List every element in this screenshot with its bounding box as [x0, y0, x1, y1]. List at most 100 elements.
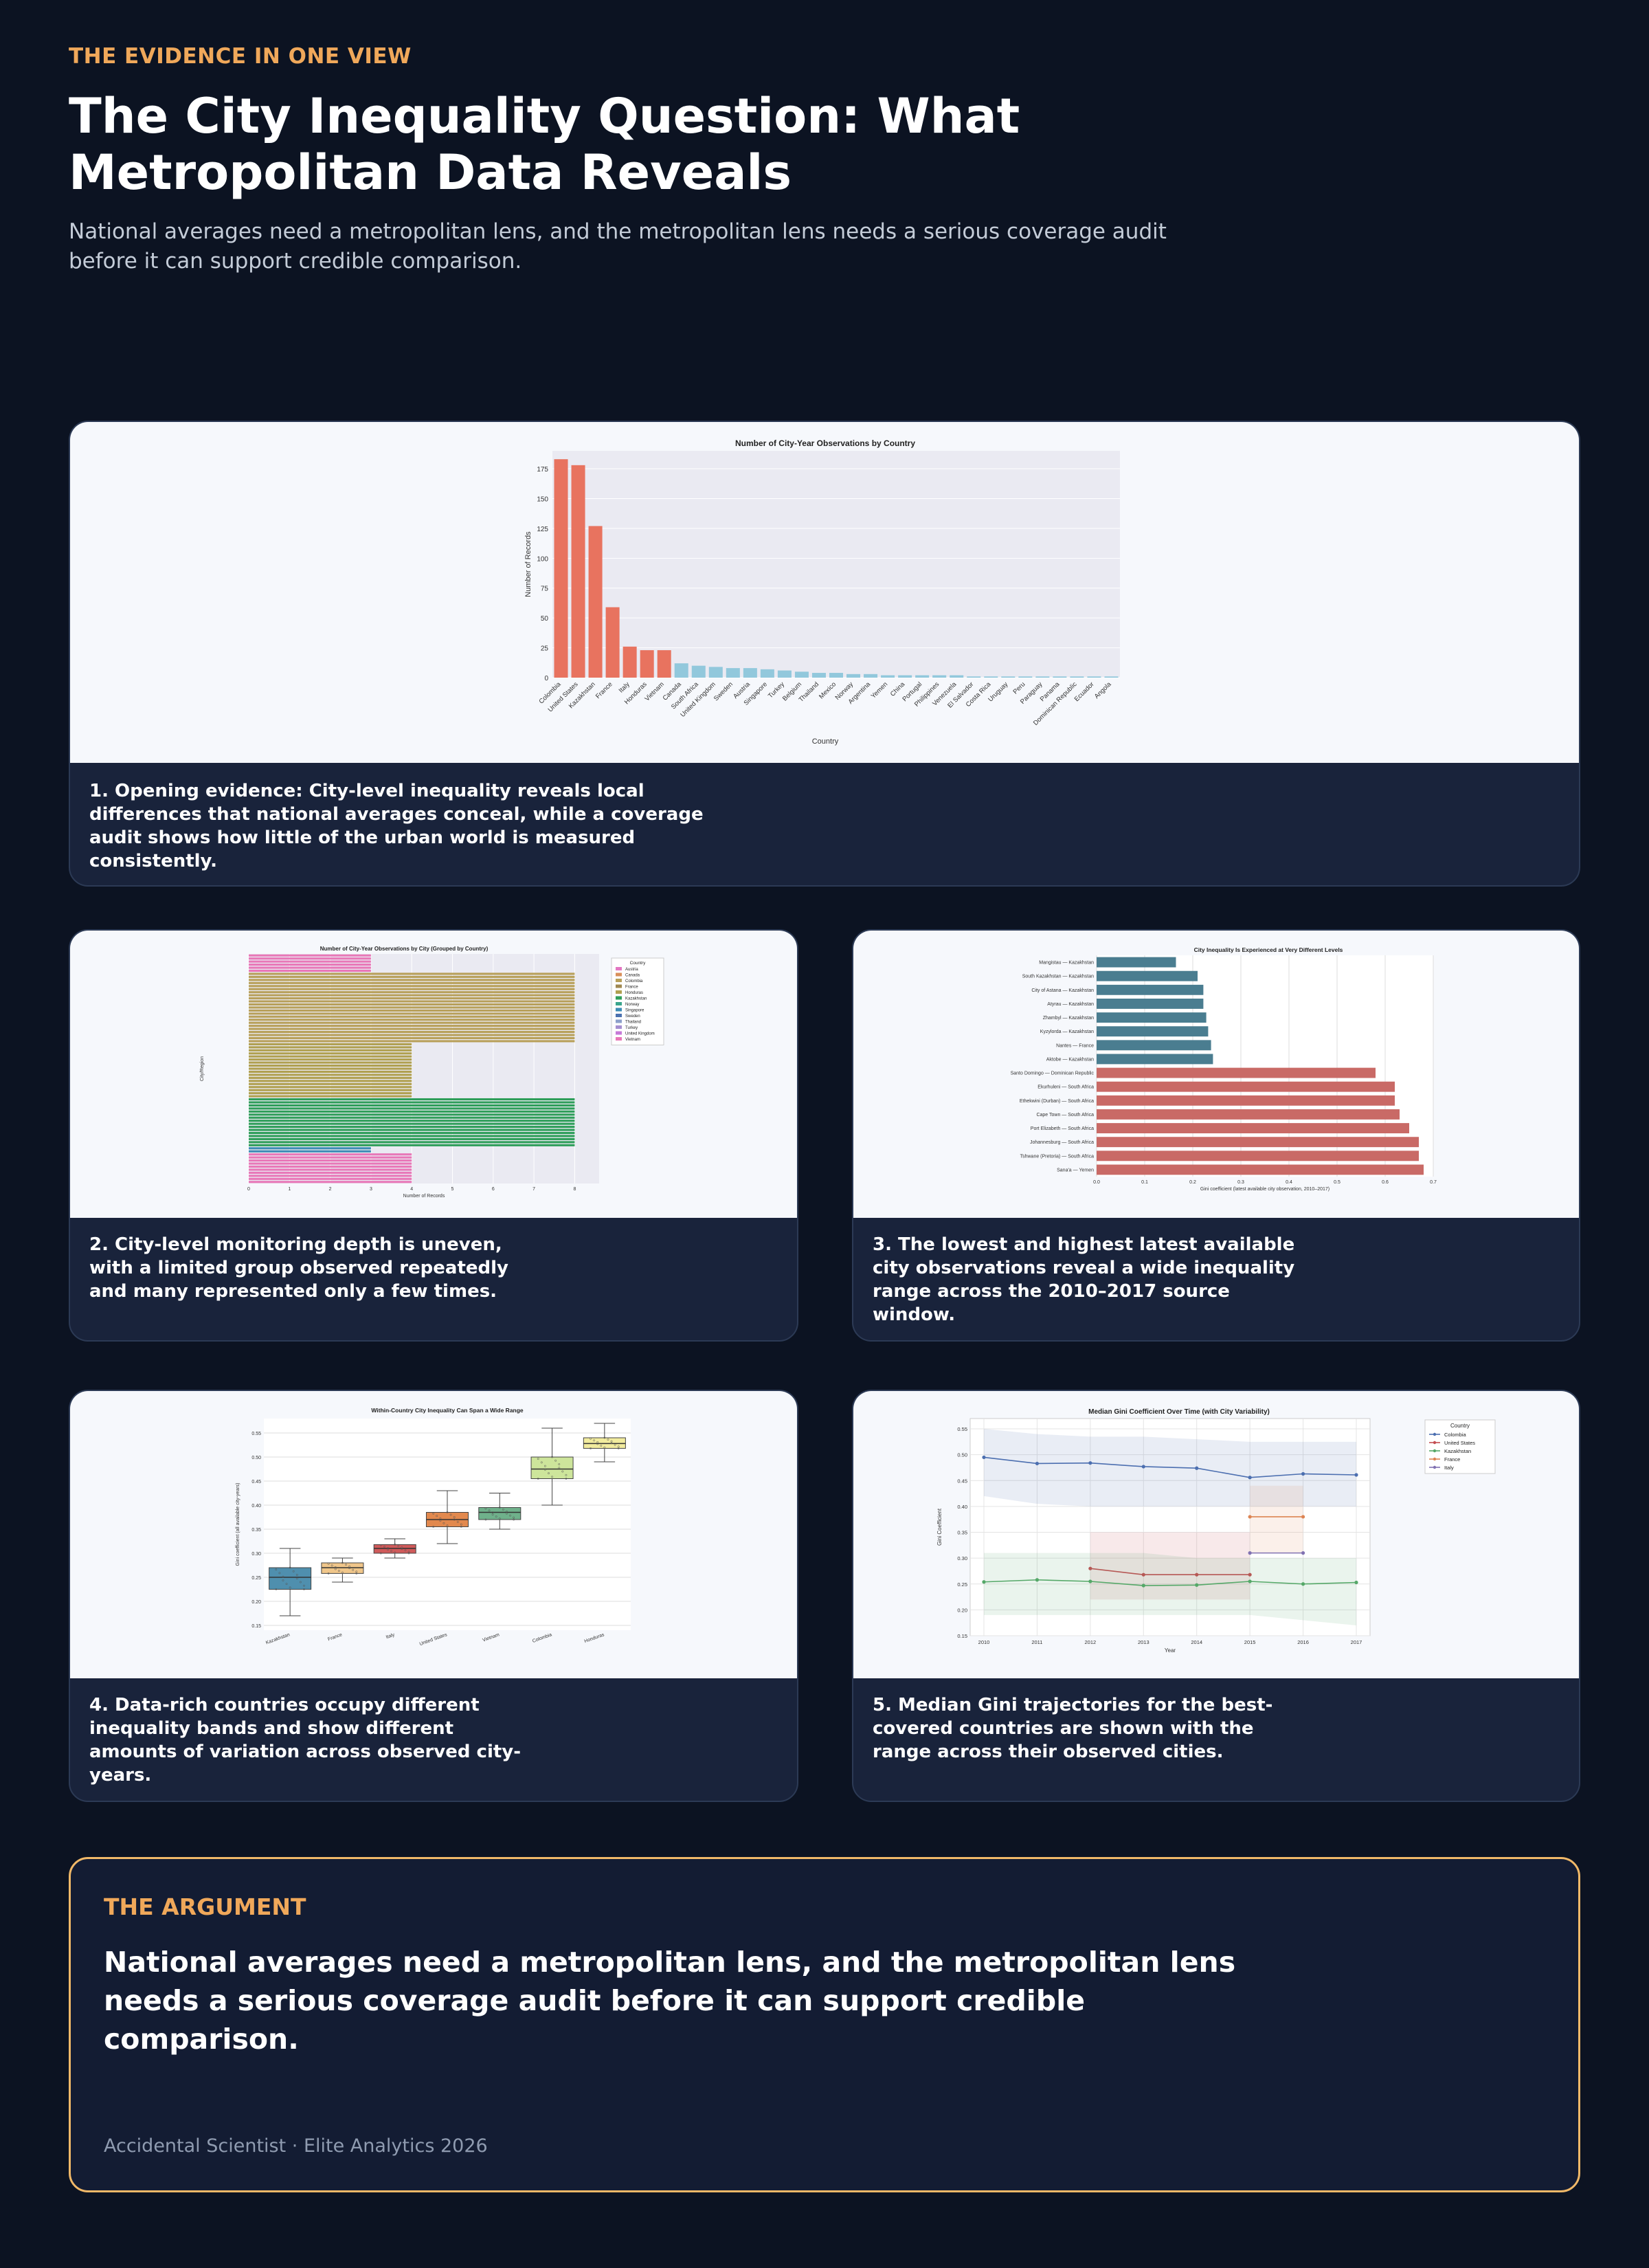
y-tick-label: 50: [541, 615, 549, 623]
x-tick-label: Yemen: [870, 680, 889, 700]
jitter-point: [337, 1570, 340, 1572]
page-subtitle: National averages need a metropolitan le…: [69, 219, 1167, 274]
jitter-point: [453, 1518, 456, 1521]
caption-1: 1. Opening evidence: City-level inequali…: [89, 781, 704, 871]
bar: [249, 966, 371, 969]
bar: [249, 960, 371, 963]
jitter-point: [275, 1568, 278, 1571]
jitter-point: [614, 1443, 616, 1446]
bar: [1097, 1137, 1419, 1148]
y-tick-label: 0.20: [957, 1607, 967, 1613]
x-tick-label: Angola: [1093, 680, 1113, 700]
bar: [249, 1116, 575, 1119]
jitter-point: [565, 1474, 568, 1476]
x-tick-label: 0.7: [1430, 1180, 1437, 1185]
data-point: [1141, 1465, 1145, 1469]
bar: [811, 673, 826, 678]
jitter-point: [565, 1478, 568, 1480]
jitter-point: [295, 1577, 298, 1580]
legend-label: Austria: [625, 968, 638, 972]
y-tick-label: 0: [544, 675, 548, 682]
data-point: [1141, 1572, 1145, 1577]
x-tick-label: France: [594, 680, 614, 700]
bar: [1097, 998, 1204, 1009]
y-axis-label: Gini Coefficient: [936, 1508, 943, 1546]
legend-label: United Kingdom: [625, 1032, 655, 1036]
legend-swatch: [616, 972, 622, 977]
jitter-point: [446, 1524, 449, 1527]
y-tick-label: Nantes — France: [1056, 1043, 1094, 1048]
legend-swatch: [616, 996, 622, 1000]
argument-label: THE ARGUMENT: [104, 1893, 306, 1920]
bar: [588, 526, 603, 678]
jitter-point: [540, 1461, 543, 1464]
bar: [249, 1104, 575, 1107]
card-observations-by-city: Number of City-Year Observations by City…: [69, 929, 798, 1342]
bar: [777, 670, 792, 678]
data-point: [1354, 1580, 1358, 1585]
argument-text: National averages need a metropolitan le…: [104, 1946, 1236, 2056]
bar: [622, 646, 637, 678]
legend-label: Italy: [1444, 1465, 1454, 1471]
bar: [249, 981, 575, 984]
bar: [915, 675, 930, 678]
y-tick-label: 175: [537, 466, 548, 474]
bar: [249, 964, 371, 966]
jitter-point: [506, 1512, 508, 1515]
jitter-point: [299, 1581, 302, 1583]
x-tick-label: Italy: [618, 680, 631, 694]
chart-title: Median Gini Coefficient Over Time (with …: [1088, 1408, 1270, 1416]
bar: [249, 1165, 412, 1168]
x-tick-label: 2: [329, 1187, 332, 1192]
chart-title: City Inequality Is Experienced at Very D…: [1194, 946, 1343, 953]
legend-swatch: [616, 979, 622, 982]
jitter-point: [341, 1561, 344, 1564]
data-point: [1248, 1476, 1252, 1480]
page-title: The City Inequality Question: What Metro…: [69, 88, 1020, 201]
jitter-point: [449, 1513, 452, 1516]
caption-5: 5. Median Gini trajectories for the best…: [873, 1695, 1273, 1762]
legend-marker: [1433, 1432, 1437, 1436]
jitter-point: [348, 1567, 351, 1570]
legend-label: France: [1444, 1456, 1460, 1463]
jitter-point: [491, 1511, 494, 1514]
y-tick-label: Atyrau — Kazakhstan: [1047, 1002, 1094, 1007]
bar: [1097, 1054, 1213, 1065]
x-tick-label: Honduras: [584, 1632, 605, 1644]
bar: [605, 607, 620, 678]
bar: [249, 1089, 412, 1091]
chart-within-country-range: Within-Country City Inequality Can Span …: [236, 1407, 631, 1647]
y-tick-label: Ethekwini (Durban) — South Africa: [1020, 1099, 1094, 1104]
jitter-point: [327, 1572, 330, 1575]
legend-label: Thailand: [625, 1021, 641, 1025]
bar: [760, 669, 774, 678]
figure-panel: Within-Country City Inequality Can Span …: [70, 1391, 797, 1678]
bar: [249, 957, 371, 960]
y-tick-label: Ekurhuleni — South Africa: [1037, 1085, 1094, 1090]
jitter-point: [484, 1518, 487, 1521]
bar: [1097, 1109, 1400, 1120]
x-tick-label: Colombia: [532, 1632, 552, 1644]
legend-label: France: [625, 986, 638, 990]
jitter-point: [401, 1548, 403, 1550]
bar: [1053, 676, 1067, 678]
bar: [249, 1082, 412, 1085]
x-tick-label: 5: [451, 1187, 454, 1192]
y-tick-label: Tshwane (Pretoria) — South Africa: [1020, 1154, 1094, 1159]
bar: [1097, 984, 1204, 995]
x-tick-label: 6: [492, 1187, 495, 1192]
bar: [249, 1034, 575, 1036]
jitter-point: [394, 1543, 396, 1546]
bar: [674, 663, 688, 678]
jitter-point: [537, 1458, 539, 1460]
jitter-point: [502, 1508, 504, 1511]
bar: [864, 674, 878, 678]
jitter-point: [593, 1439, 596, 1442]
bar: [249, 994, 575, 997]
x-tick-label: Italy: [385, 1632, 396, 1640]
legend-label: Singapore: [625, 1009, 644, 1013]
jitter-point: [352, 1568, 355, 1571]
bar: [249, 975, 575, 978]
bar: [1097, 957, 1176, 968]
x-tick-label: 2010: [978, 1639, 990, 1645]
